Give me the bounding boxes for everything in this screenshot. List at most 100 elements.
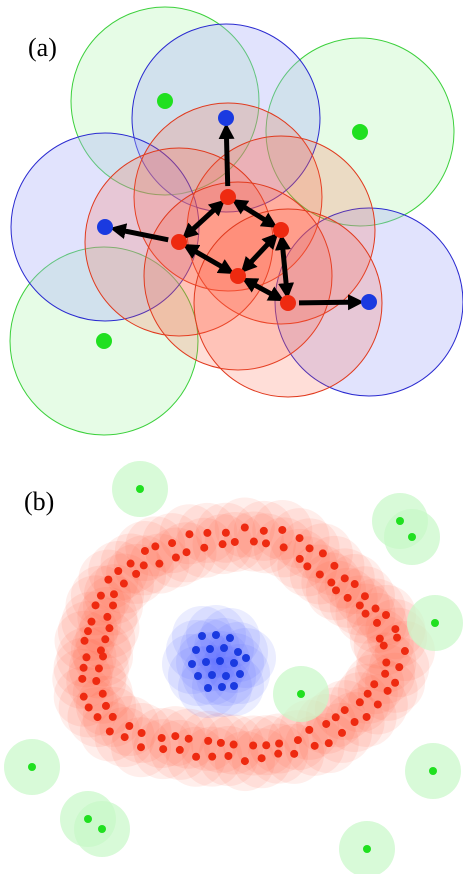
green-node	[96, 333, 112, 349]
double-headed-arrow	[181, 199, 226, 240]
red-particle	[391, 678, 400, 687]
red-particle	[257, 754, 266, 763]
blue-particle	[212, 631, 220, 639]
red-particle	[371, 604, 380, 613]
blue-particle	[202, 658, 210, 666]
blue-particle	[192, 646, 200, 654]
red-particle	[155, 559, 164, 568]
red-node	[230, 268, 246, 284]
blue-particle	[230, 659, 238, 667]
red-particle	[139, 561, 148, 570]
red-particle	[310, 741, 319, 750]
green-particle	[98, 825, 106, 833]
red-particle	[249, 537, 258, 546]
red-particle	[103, 612, 112, 621]
red-particle	[87, 617, 96, 626]
red-particle	[216, 738, 225, 747]
panel-a-arrows	[109, 122, 365, 311]
red-particle	[96, 591, 105, 600]
green-particle	[363, 845, 371, 853]
red-particle	[136, 743, 145, 752]
red-particle	[126, 559, 135, 568]
double-headed-arrow	[274, 233, 295, 300]
red-node	[220, 189, 236, 205]
red-particle	[279, 543, 288, 552]
red-particle	[375, 634, 384, 643]
blue-particle	[208, 671, 216, 679]
panel-a-nodes	[96, 93, 377, 349]
green-particle	[431, 619, 439, 627]
red-particle	[240, 523, 249, 532]
red-particle	[137, 728, 146, 737]
red-particle	[274, 749, 283, 758]
red-particle	[208, 752, 217, 761]
red-particle	[350, 717, 359, 726]
red-particle	[327, 578, 336, 587]
red-particle	[104, 575, 113, 584]
blue-particle	[188, 660, 196, 668]
red-particle	[96, 646, 105, 655]
red-particle	[361, 609, 370, 618]
panel-a-label: (a)	[28, 33, 57, 62]
red-particle	[185, 530, 194, 539]
blue-particle	[204, 684, 212, 692]
red-particle	[290, 749, 299, 758]
double-headed-arrow	[231, 199, 278, 228]
red-particle	[84, 703, 93, 712]
blue-node	[97, 219, 113, 235]
red-particle	[171, 732, 180, 741]
red-particle	[221, 528, 230, 537]
panel-b-halos	[4, 461, 463, 874]
double-headed-arrow	[240, 232, 279, 274]
blue-particle	[216, 657, 224, 665]
red-particle	[322, 719, 331, 728]
red-particle	[343, 593, 352, 602]
green-particle	[136, 485, 144, 493]
red-particle	[355, 698, 364, 707]
red-particle	[79, 663, 88, 672]
red-particle	[400, 647, 409, 656]
red-particle	[278, 525, 287, 534]
red-particle	[79, 692, 88, 701]
red-particle	[119, 579, 128, 588]
red-particle	[383, 686, 392, 695]
red-particle	[382, 611, 391, 620]
double-headed-arrow	[241, 277, 285, 302]
red-particle	[151, 542, 160, 551]
red-particle	[224, 752, 233, 761]
red-particle	[101, 635, 110, 644]
blue-particle	[218, 683, 226, 691]
red-particle	[175, 745, 184, 754]
red-particle	[305, 544, 314, 553]
red-particle	[93, 713, 102, 722]
red-particle	[331, 586, 340, 595]
red-particle	[108, 712, 117, 721]
red-particle	[200, 543, 209, 552]
red-particle	[259, 526, 268, 535]
red-particle	[157, 734, 166, 743]
red-particle	[140, 546, 149, 555]
blue-particle	[206, 645, 214, 653]
red-particle	[373, 618, 382, 627]
red-particle	[370, 680, 379, 689]
red-particle	[315, 570, 324, 579]
red-particle	[340, 706, 349, 715]
blue-particle	[226, 634, 234, 642]
panel-b-label: (b)	[24, 487, 54, 516]
red-particle	[203, 528, 212, 537]
red-particle	[324, 739, 333, 748]
single-headed-arrow	[298, 294, 365, 311]
blue-particle	[230, 682, 238, 690]
red-particle	[132, 569, 141, 578]
red-particle	[171, 553, 180, 562]
double-headed-arrow	[182, 243, 235, 275]
red-particle	[382, 658, 391, 667]
single-headed-arrow	[109, 223, 169, 243]
red-particle	[293, 736, 302, 745]
red-node	[273, 222, 289, 238]
red-particle	[192, 752, 201, 761]
red-particle	[105, 727, 114, 736]
red-particle	[363, 689, 372, 698]
red-particle	[99, 652, 108, 661]
panel-a-range-circles	[9, 6, 463, 436]
